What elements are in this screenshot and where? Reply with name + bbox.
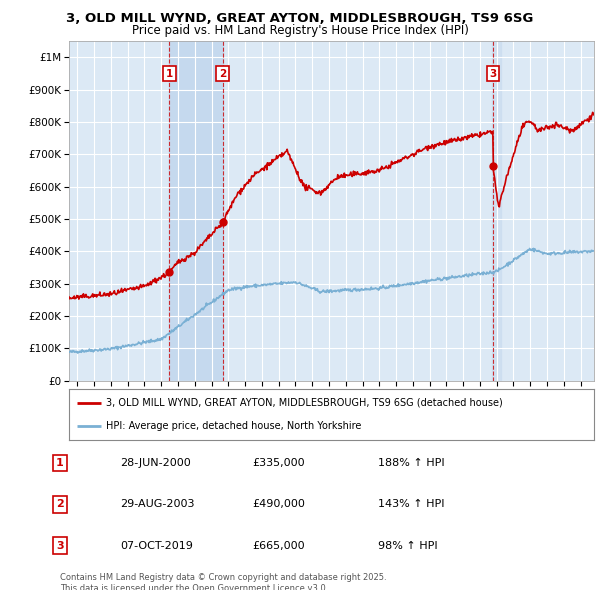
Text: £335,000: £335,000: [252, 458, 305, 468]
Text: 29-AUG-2003: 29-AUG-2003: [120, 500, 194, 509]
Text: 3, OLD MILL WYND, GREAT AYTON, MIDDLESBROUGH, TS9 6SG (detached house): 3, OLD MILL WYND, GREAT AYTON, MIDDLESBR…: [106, 398, 503, 408]
Text: 3, OLD MILL WYND, GREAT AYTON, MIDDLESBROUGH, TS9 6SG: 3, OLD MILL WYND, GREAT AYTON, MIDDLESBR…: [67, 12, 533, 25]
Text: 1: 1: [166, 68, 173, 78]
Text: Contains HM Land Registry data © Crown copyright and database right 2025.
This d: Contains HM Land Registry data © Crown c…: [60, 573, 386, 590]
Text: 2: 2: [56, 500, 64, 509]
Text: 143% ↑ HPI: 143% ↑ HPI: [378, 500, 445, 509]
Text: 28-JUN-2000: 28-JUN-2000: [120, 458, 191, 468]
Text: 3: 3: [489, 68, 496, 78]
Text: 98% ↑ HPI: 98% ↑ HPI: [378, 541, 437, 550]
Text: HPI: Average price, detached house, North Yorkshire: HPI: Average price, detached house, Nort…: [106, 421, 361, 431]
Bar: [492, 41, 501, 381]
Bar: [169, 41, 223, 381]
Text: 3: 3: [56, 541, 64, 550]
Text: 1: 1: [56, 458, 64, 468]
Text: £665,000: £665,000: [252, 541, 305, 550]
Text: 2: 2: [219, 68, 226, 78]
Text: Price paid vs. HM Land Registry's House Price Index (HPI): Price paid vs. HM Land Registry's House …: [131, 24, 469, 37]
Text: £490,000: £490,000: [252, 500, 305, 509]
Text: 07-OCT-2019: 07-OCT-2019: [120, 541, 193, 550]
Text: 188% ↑ HPI: 188% ↑ HPI: [378, 458, 445, 468]
